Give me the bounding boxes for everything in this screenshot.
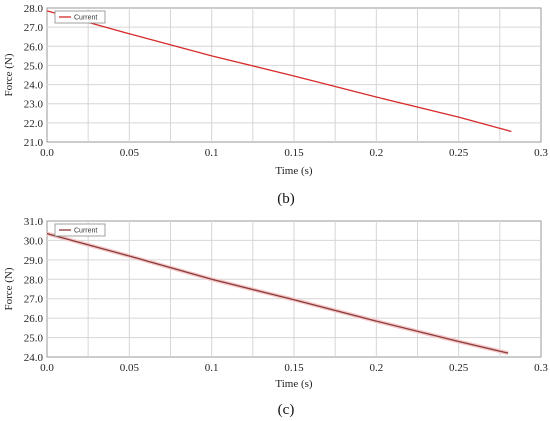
x-tick-label: 0.15	[284, 362, 304, 374]
x-tick-label: 0.25	[449, 362, 469, 374]
x-tick-label: 0.0	[40, 362, 54, 374]
y-tick-label: 26.0	[24, 313, 44, 325]
x-tick-label: 0.1	[205, 362, 219, 374]
y-tick-label: 26.0	[24, 41, 44, 53]
x-tick-label: 0.2	[369, 362, 383, 374]
y-tick-label: 25.0	[24, 60, 44, 72]
y-tick-label: 28.0	[24, 274, 44, 286]
figure-caption: (c)	[278, 402, 295, 418]
x-tick-label: 0.0	[40, 147, 54, 159]
chart-b: 21.0 22.0 23.0 24.0 25.0 26.0 27.0 28.0 0.0 0.05 0…	[3, 3, 548, 207]
legend-label: Current	[74, 228, 97, 235]
y-tick-label: 23.0	[24, 99, 44, 111]
y-tick-label: 30.0	[24, 235, 44, 247]
legend-box	[54, 223, 106, 237]
series-line-current	[46, 232, 509, 354]
legend-label: Current	[74, 15, 97, 22]
x-axis-label: Time (s)	[275, 378, 313, 390]
figure-caption: (b)	[277, 191, 295, 207]
y-tick-label: 25.0	[24, 333, 44, 345]
y-tick-label: 22.0	[24, 118, 44, 130]
x-tick-label: 0.25	[449, 147, 469, 159]
y-tick-label: 24.0	[24, 80, 44, 92]
y-tick-label: 29.0	[24, 255, 44, 267]
x-tick-label: 0.2	[369, 147, 383, 159]
x-tick-label: 0.1	[205, 147, 219, 159]
y-tick-label: 21.0	[24, 137, 44, 149]
legend-box	[54, 10, 106, 24]
chart-c: 24.0 25.0 26.0 27.0 28.0 29.0 30.0 31.0 0.0 0.05 0…	[3, 216, 548, 418]
y-tick-label: 27.0	[24, 294, 44, 306]
y-tick-label: 28.0	[24, 3, 44, 15]
x-axis-label: Time (s)	[275, 165, 313, 177]
x-tick-label: 0.15	[284, 147, 304, 159]
x-tick-label: 0.05	[120, 147, 140, 159]
series-line-current	[46, 10, 512, 133]
x-tick-label: 0.05	[120, 362, 140, 374]
x-tick-label: 0.3	[534, 362, 548, 374]
y-axis-label: Force (N)	[3, 53, 15, 96]
y-axis-label: Force (N)	[3, 267, 15, 310]
y-tick-label: 31.0	[24, 216, 44, 228]
y-tick-label: 24.0	[24, 352, 44, 364]
x-tick-label: 0.3	[534, 147, 548, 159]
y-tick-label: 27.0	[24, 22, 44, 34]
